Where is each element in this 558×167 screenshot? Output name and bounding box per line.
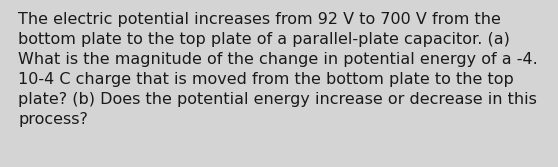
Text: The electric potential increases from 92 V to 700 V from the
bottom plate to the: The electric potential increases from 92…	[18, 12, 538, 127]
